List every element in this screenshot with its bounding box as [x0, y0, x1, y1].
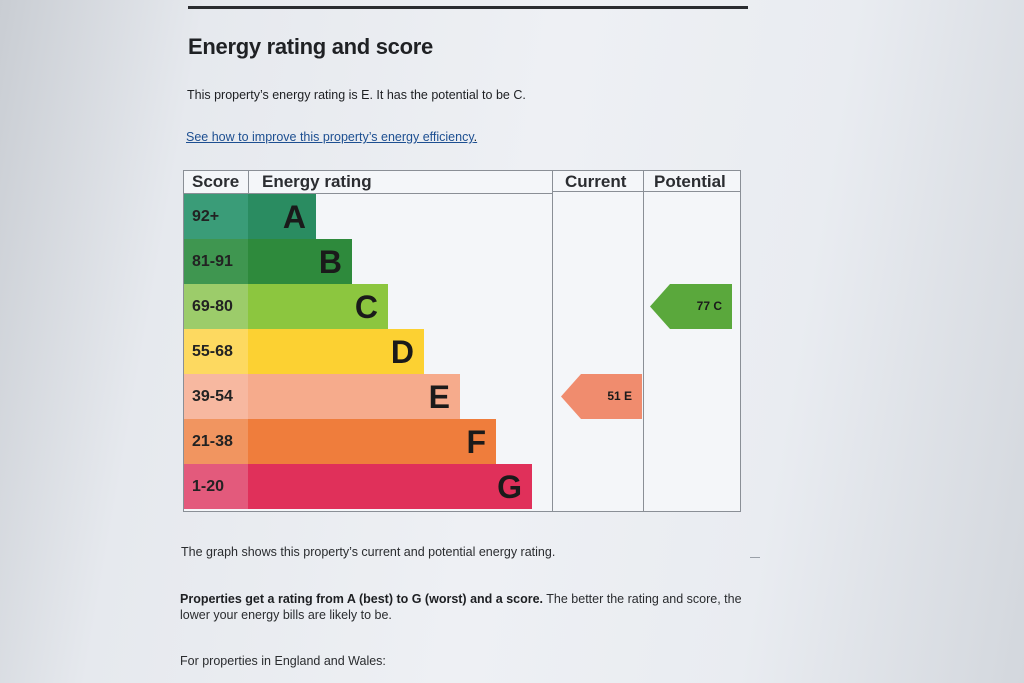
- band-letter-g: G: [497, 469, 522, 505]
- band-bar-b: B: [248, 239, 352, 284]
- improve-efficiency-link[interactable]: See how to improve this property’s energ…: [186, 130, 477, 144]
- graph-note: The graph shows this property’s current …: [181, 545, 556, 559]
- rating-explanation-bold: Properties get a rating from A (best) to…: [180, 592, 544, 606]
- band-bar-c: C: [248, 284, 388, 329]
- header-current: Current: [565, 172, 627, 191]
- band-letter-c: C: [354, 289, 378, 325]
- band-letter-a: A: [282, 199, 306, 235]
- current-rating-arrow: 51 E: [561, 374, 642, 419]
- header-score-divider: [248, 171, 249, 193]
- band-score-a: 92+: [184, 194, 248, 239]
- potential-rating-arrow: 77 C: [650, 284, 732, 329]
- energy-rating-chart: Score Energy rating Current Potential 92…: [183, 170, 741, 512]
- header-score: Score: [192, 172, 240, 191]
- band-bar-a: A: [248, 194, 316, 239]
- page-title: Energy rating and score: [188, 34, 433, 59]
- band-score-c: 69-80: [184, 284, 248, 329]
- band-letter-f: F: [466, 424, 486, 460]
- potential-rating-label: 77 C: [696, 299, 722, 313]
- rating-explanation: Properties get a rating from A (best) to…: [180, 591, 750, 623]
- improve-efficiency-link-text[interactable]: See how to improve this property’s energ…: [186, 130, 474, 144]
- band-bar-g: G: [248, 464, 532, 509]
- rating-explanation-rest: The better the rating and score, the low…: [180, 592, 742, 622]
- band-bar-e: E: [248, 374, 460, 419]
- header-potential: Potential: [654, 172, 726, 191]
- band-score-e: 39-54: [184, 374, 248, 419]
- band-letter-e: E: [428, 379, 450, 415]
- band-letter-b: B: [318, 244, 342, 280]
- current-rating-label: 51 E: [607, 389, 632, 403]
- band-letter-d: D: [390, 334, 414, 370]
- band-score-g: 1-20: [184, 464, 248, 509]
- header-energy-rating: Energy rating: [262, 172, 372, 191]
- potential-column-divider: [643, 171, 644, 511]
- link-period: .: [473, 130, 478, 144]
- margin-dash: [750, 557, 760, 558]
- header-underline-rating: [184, 193, 552, 194]
- band-bar-d: D: [248, 329, 424, 374]
- top-divider: [188, 6, 748, 9]
- rating-summary: This property’s energy rating is E. It h…: [187, 88, 526, 102]
- england-wales-note: For properties in England and Wales:: [180, 654, 386, 668]
- band-bar-f: F: [248, 419, 496, 464]
- current-column-divider: [552, 171, 553, 511]
- band-score-d: 55-68: [184, 329, 248, 374]
- band-score-b: 81-91: [184, 239, 248, 284]
- header-underline-current-potential: [552, 191, 740, 192]
- band-score-f: 21-38: [184, 419, 248, 464]
